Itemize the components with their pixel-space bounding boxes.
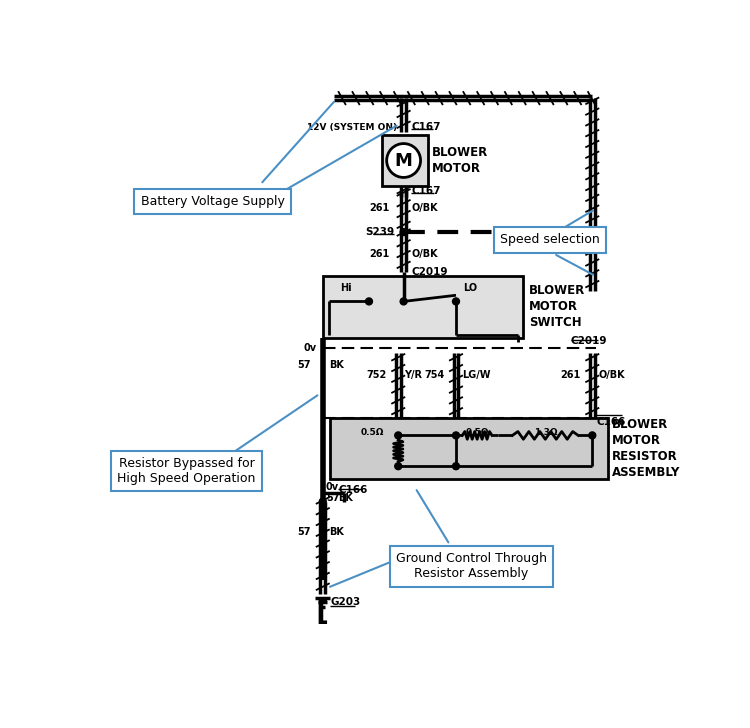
Text: 261: 261 bbox=[370, 203, 390, 213]
Text: BLOWER
MOTOR: BLOWER MOTOR bbox=[432, 146, 488, 175]
Text: BK: BK bbox=[338, 493, 353, 503]
Circle shape bbox=[394, 432, 402, 439]
Text: 0.5Ω: 0.5Ω bbox=[466, 428, 489, 437]
Text: 12V (SYSTEM ON): 12V (SYSTEM ON) bbox=[308, 123, 398, 132]
Text: C167: C167 bbox=[411, 186, 441, 197]
Text: 57: 57 bbox=[298, 360, 311, 370]
Bar bbox=[331, 419, 608, 478]
Text: G203: G203 bbox=[331, 598, 361, 607]
Text: BLOWER
MOTOR
RESISTOR
ASSEMBLY: BLOWER MOTOR RESISTOR ASSEMBLY bbox=[611, 418, 680, 479]
Circle shape bbox=[400, 298, 407, 305]
Text: Resistor Bypassed for
High Speed Operation: Resistor Bypassed for High Speed Operati… bbox=[117, 457, 256, 485]
Text: LG/W: LG/W bbox=[462, 370, 490, 379]
Text: BLOWER
MOTOR
SWITCH: BLOWER MOTOR SWITCH bbox=[530, 285, 586, 329]
Circle shape bbox=[394, 463, 402, 470]
Circle shape bbox=[452, 298, 460, 305]
Circle shape bbox=[320, 498, 326, 505]
Text: Battery Voltage Supply: Battery Voltage Supply bbox=[141, 195, 284, 207]
Text: C2019: C2019 bbox=[571, 336, 608, 347]
Text: 0v: 0v bbox=[304, 343, 316, 352]
Bar bbox=[322, 276, 523, 338]
Text: Hi: Hi bbox=[340, 282, 352, 293]
Text: 0.5Ω: 0.5Ω bbox=[361, 428, 384, 437]
Text: C167: C167 bbox=[411, 122, 441, 132]
Text: Ground Control Through
Resistor Assembly: Ground Control Through Resistor Assembly bbox=[396, 553, 547, 580]
Text: 0v: 0v bbox=[326, 483, 339, 492]
Text: Speed selection: Speed selection bbox=[500, 233, 600, 246]
Text: Y/R: Y/R bbox=[404, 370, 422, 379]
Text: 754: 754 bbox=[424, 370, 445, 379]
Text: M: M bbox=[394, 151, 412, 170]
Text: 261: 261 bbox=[370, 249, 390, 258]
Text: 1.3Ω: 1.3Ω bbox=[533, 428, 557, 437]
Text: C2019: C2019 bbox=[411, 267, 448, 277]
Text: 57: 57 bbox=[298, 527, 311, 537]
Bar bbox=[382, 135, 428, 186]
Text: O/BK: O/BK bbox=[598, 370, 625, 379]
Circle shape bbox=[589, 432, 596, 439]
Circle shape bbox=[365, 298, 373, 305]
Text: 57: 57 bbox=[326, 493, 339, 503]
Text: BK: BK bbox=[329, 527, 344, 537]
Text: BK: BK bbox=[329, 360, 344, 370]
Circle shape bbox=[400, 229, 407, 236]
Text: C166: C166 bbox=[596, 417, 626, 427]
Text: ]: ] bbox=[314, 594, 326, 622]
Text: C166: C166 bbox=[338, 485, 368, 495]
Text: 261: 261 bbox=[560, 370, 580, 379]
Text: LO: LO bbox=[463, 282, 477, 293]
Circle shape bbox=[387, 143, 421, 178]
Text: 752: 752 bbox=[367, 370, 387, 379]
Text: S239: S239 bbox=[365, 227, 394, 237]
Text: O/BK: O/BK bbox=[411, 249, 438, 258]
Circle shape bbox=[452, 463, 460, 470]
Circle shape bbox=[452, 432, 460, 439]
Text: O/BK: O/BK bbox=[411, 203, 438, 213]
